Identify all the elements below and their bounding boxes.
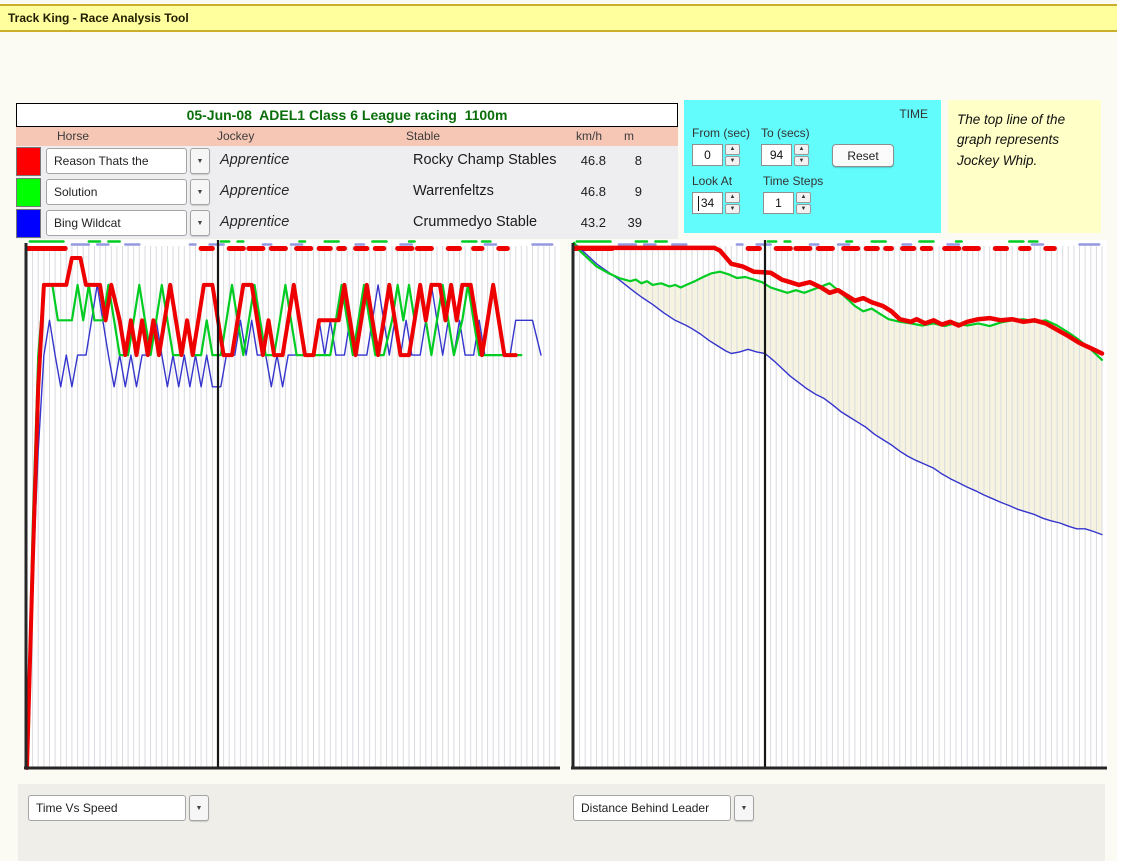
- horse-color-swatch: [16, 147, 41, 176]
- left-chart-type-value[interactable]: Time Vs Speed: [28, 795, 186, 821]
- jockey-value: Apprentice: [220, 152, 290, 168]
- look-at-label: Look At: [692, 174, 733, 188]
- from-label: From (sec): [692, 126, 750, 140]
- left-chart-plot[interactable]: [26, 240, 560, 768]
- horse-select-3-value[interactable]: Bing Wildcat: [46, 210, 187, 236]
- to-spin-down-icon[interactable]: ▼: [794, 155, 809, 166]
- time-panel: TIME From (sec) To (secs) 0 ▲ ▼ 94 ▲ ▼ R…: [684, 100, 941, 233]
- text-caret: [698, 196, 699, 211]
- col-kmh: km/h: [575, 129, 602, 143]
- m-value: 8: [634, 153, 642, 168]
- title-bar: Track King - Race Analysis Tool: [0, 4, 1117, 32]
- chevron-down-icon: ▼: [195, 804, 203, 812]
- horse-color-swatch: [16, 209, 41, 238]
- stable-value: Rocky Champ Stables: [413, 152, 557, 168]
- window-title: Track King - Race Analysis Tool: [8, 11, 189, 25]
- table-column-header: Horse Jockey Stable km/h m: [16, 127, 678, 146]
- horse-select-2-value[interactable]: Solution: [46, 179, 187, 205]
- race-header: 05-Jun-08 ADEL1 Class 6 League racing 11…: [16, 103, 678, 127]
- time-steps-spinner: 1 ▲ ▼: [763, 192, 811, 214]
- to-input[interactable]: 94: [761, 144, 792, 166]
- horse-select-3[interactable]: Bing Wildcat ▼: [46, 210, 210, 236]
- kmh-value: 43.2: [580, 215, 606, 230]
- horse-select-3-button[interactable]: ▼: [190, 210, 210, 236]
- table-row: Bing Wildcat ▼ Apprentice Crummedyo Stab…: [16, 208, 678, 239]
- horse-select-2-button[interactable]: ▼: [190, 179, 210, 205]
- chevron-down-icon: ▼: [196, 157, 204, 165]
- col-stable: Stable: [406, 129, 441, 143]
- from-input[interactable]: 0: [692, 144, 723, 166]
- time-steps-spin-down-icon[interactable]: ▼: [796, 203, 811, 214]
- horse-select-2[interactable]: Solution ▼: [46, 179, 210, 205]
- from-spin-down-icon[interactable]: ▼: [725, 155, 740, 166]
- jockey-value: Apprentice: [220, 214, 290, 230]
- reset-button[interactable]: Reset: [832, 144, 894, 167]
- stable-value: Crummedyo Stable: [413, 214, 538, 230]
- col-horse: Horse: [57, 129, 90, 143]
- chevron-down-icon: ▼: [196, 188, 204, 196]
- right-chart-type-value[interactable]: Distance Behind Leader: [573, 795, 731, 821]
- time-steps-spin-up-icon[interactable]: ▲: [796, 192, 811, 203]
- horse-table: Reason Thats the ▼ Apprentice Rocky Cham…: [16, 146, 678, 239]
- to-label: To (secs): [761, 126, 810, 140]
- left-chart-type-select[interactable]: Time Vs Speed ▼: [28, 795, 209, 821]
- col-m: m: [624, 129, 634, 143]
- col-jockey: Jockey: [217, 129, 255, 143]
- time-steps-label: Time Steps: [763, 174, 824, 188]
- look-at-spinner: 34 ▲ ▼: [692, 192, 740, 214]
- look-at-input[interactable]: 34: [692, 192, 723, 214]
- to-spinner: 94 ▲ ▼: [761, 144, 809, 166]
- horse-select-1-button[interactable]: ▼: [190, 148, 210, 174]
- kmh-value: 46.8: [580, 184, 606, 199]
- look-at-spin-down-icon[interactable]: ▼: [725, 203, 740, 214]
- horse-select-1-value[interactable]: Reason Thats the: [46, 148, 187, 174]
- from-spinner: 0 ▲ ▼: [692, 144, 740, 166]
- right-chart-plot[interactable]: [573, 240, 1107, 768]
- right-chart-type-select[interactable]: Distance Behind Leader ▼: [573, 795, 754, 821]
- table-row: Solution ▼ Apprentice Warrenfeltzs 46.8 …: [16, 177, 678, 208]
- from-spin-up-icon[interactable]: ▲: [725, 144, 740, 155]
- table-row: Reason Thats the ▼ Apprentice Rocky Cham…: [16, 146, 678, 177]
- whip-note-text: The top line of the graph represents Joc…: [957, 112, 1066, 168]
- race-title: 05-Jun-08 ADEL1 Class 6 League racing 11…: [186, 107, 508, 123]
- whip-note: The top line of the graph represents Joc…: [948, 100, 1101, 233]
- chevron-down-icon: ▼: [196, 219, 204, 227]
- m-value: 9: [634, 184, 642, 199]
- right-chart-type-button[interactable]: ▼: [734, 795, 754, 821]
- horse-color-swatch: [16, 178, 41, 207]
- to-spin-up-icon[interactable]: ▲: [794, 144, 809, 155]
- left-chart-type-button[interactable]: ▼: [189, 795, 209, 821]
- look-at-spin-up-icon[interactable]: ▲: [725, 192, 740, 203]
- jockey-value: Apprentice: [220, 183, 290, 199]
- time-panel-title: TIME: [899, 107, 928, 121]
- m-value: 39: [627, 215, 642, 230]
- stable-value: Warrenfeltzs: [413, 183, 494, 199]
- time-steps-input[interactable]: 1: [763, 192, 794, 214]
- horse-select-1[interactable]: Reason Thats the ▼: [46, 148, 210, 174]
- chevron-down-icon: ▼: [740, 804, 748, 812]
- kmh-value: 46.8: [580, 153, 606, 168]
